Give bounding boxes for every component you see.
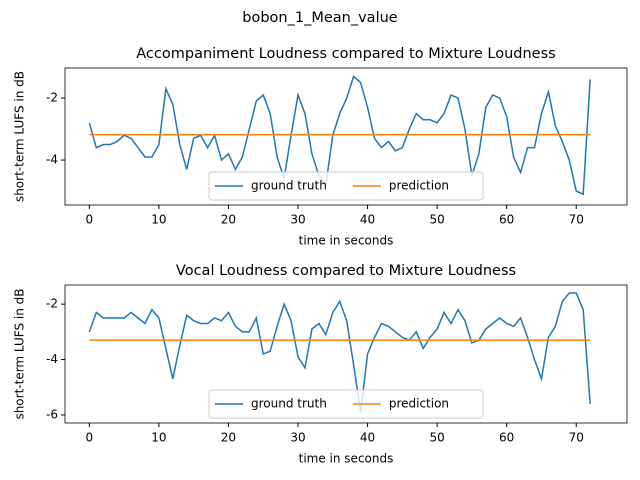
y-tick-label: -2 — [46, 297, 58, 311]
legend-label: prediction — [389, 179, 449, 193]
legend-label: ground truth — [251, 397, 327, 411]
y-tick-label: -2 — [46, 91, 58, 105]
series-line — [88, 292, 591, 413]
x-tick-label: 50 — [429, 431, 444, 445]
legend: ground truth prediction — [208, 389, 484, 419]
x-tick-label: 20 — [221, 431, 236, 445]
axes-title: Accompaniment Loudness compared to Mixtu… — [136, 46, 555, 62]
legend-label: prediction — [389, 397, 449, 411]
y-axis-label: short-term LUFS in dB — [13, 288, 27, 419]
axes-frame — [64, 67, 628, 206]
x-tick-label: 0 — [86, 213, 94, 227]
x-tick-label: 40 — [360, 213, 375, 227]
legend-label: ground truth — [251, 179, 327, 193]
x-tick-label: 50 — [429, 213, 444, 227]
legend: ground truth prediction — [208, 171, 484, 201]
x-tick-label: 30 — [290, 213, 305, 227]
series-line — [88, 75, 591, 196]
x-tick-label: 30 — [290, 431, 305, 445]
y-tick-label: -6 — [46, 407, 58, 421]
x-tick-label: 40 — [360, 431, 375, 445]
x-tick-label: 70 — [569, 213, 584, 227]
legend-box — [208, 171, 484, 201]
axes-title: Vocal Loudness compared to Mixture Loudn… — [176, 263, 516, 279]
x-tick-label: 60 — [499, 213, 514, 227]
x-axis-label: time in seconds — [299, 452, 394, 466]
x-tick-label: 10 — [151, 431, 166, 445]
y-tick-label: -4 — [46, 352, 58, 366]
y-axis-label: short-term LUFS in dB — [13, 71, 27, 202]
figure-title: bobon_1_Mean_value — [242, 10, 398, 26]
x-tick-label: 60 — [499, 431, 514, 445]
x-tick-label: 0 — [86, 431, 94, 445]
x-tick-label: 10 — [151, 213, 166, 227]
axes-frame — [64, 284, 628, 424]
legend-box — [208, 389, 484, 419]
x-axis-label: time in seconds — [299, 234, 394, 248]
x-tick-label: 70 — [569, 431, 584, 445]
y-tick-label: -4 — [46, 153, 58, 167]
x-tick-label: 20 — [221, 213, 236, 227]
